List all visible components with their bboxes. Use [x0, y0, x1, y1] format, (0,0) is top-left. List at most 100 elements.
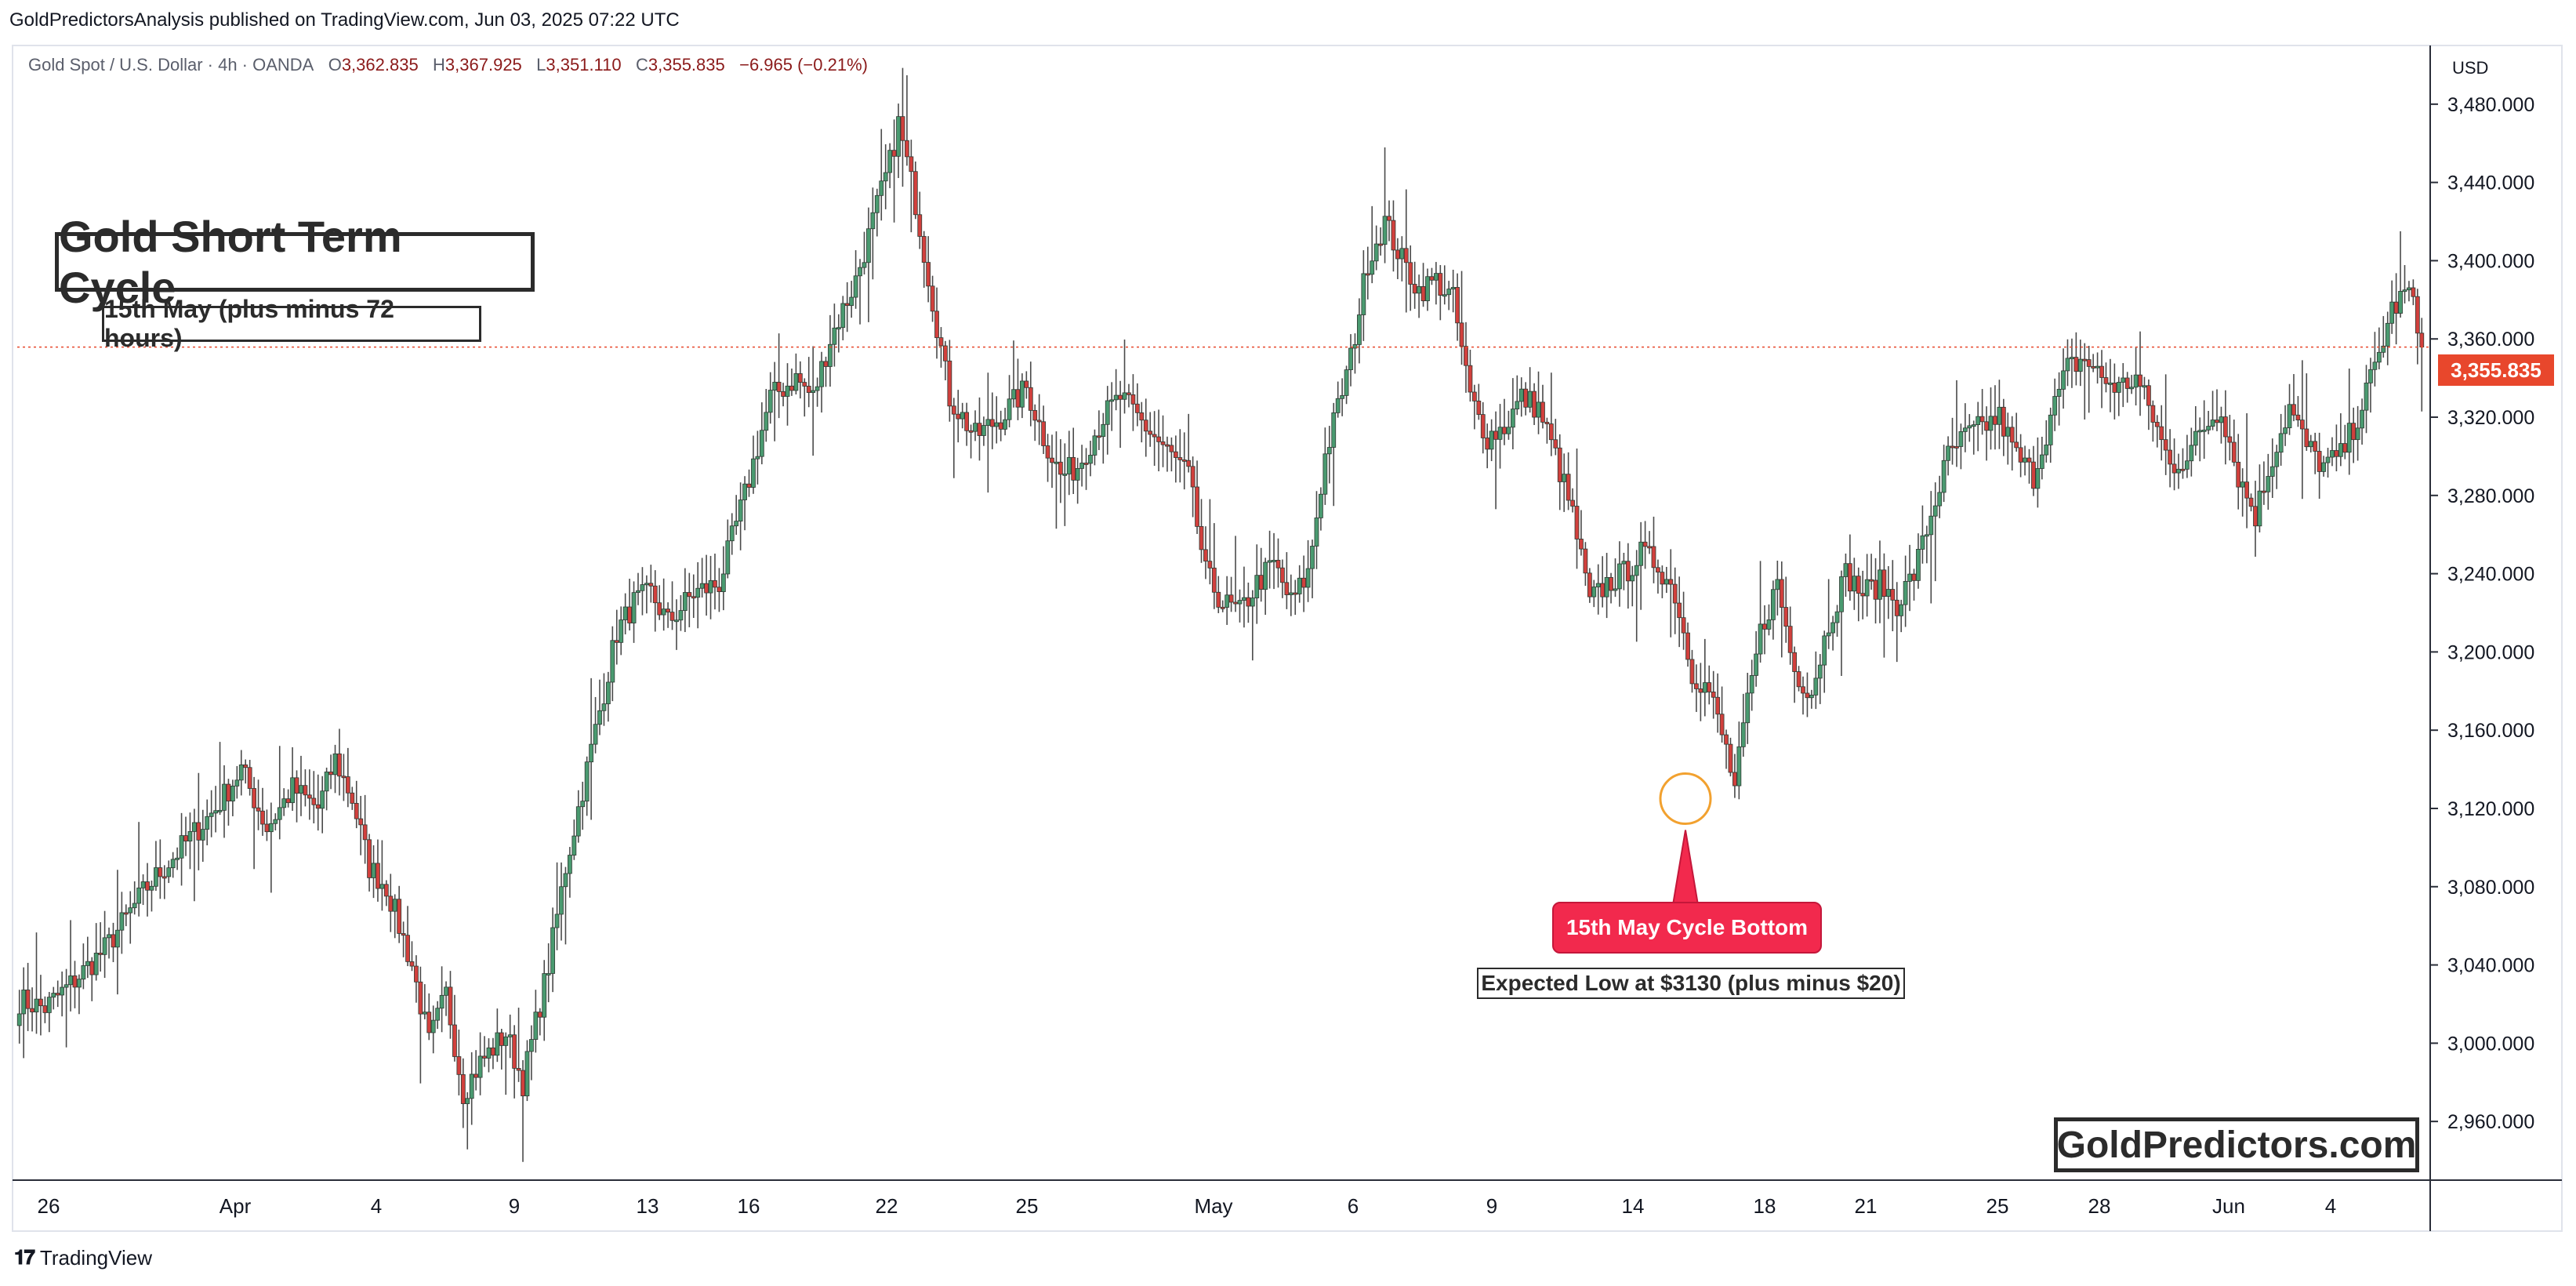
candle	[1109, 382, 1115, 431]
candle-body-up	[1450, 287, 1456, 289]
candle	[1548, 372, 1554, 456]
candle	[1319, 487, 1323, 531]
candle	[2269, 438, 2275, 499]
candle	[1847, 534, 1852, 601]
candle	[550, 907, 556, 993]
candle	[858, 259, 862, 325]
candle	[2005, 412, 2011, 465]
candle-body-down	[1480, 414, 1486, 438]
candle-body-up	[1331, 412, 1337, 448]
candle-body-up	[1054, 461, 1059, 464]
candle	[1272, 532, 1276, 590]
candle-body-up	[533, 1012, 539, 1040]
candle	[72, 961, 78, 1008]
candle	[486, 1038, 492, 1073]
candle	[1941, 445, 1947, 503]
candle	[1553, 419, 1558, 456]
candle-body-down	[1403, 248, 1409, 263]
candle-body-up	[1007, 398, 1012, 420]
candle	[1066, 430, 1072, 496]
candle-body-up	[1101, 423, 1106, 438]
candle-body-down	[2009, 427, 2015, 443]
candle-body-up	[222, 783, 227, 811]
candle	[2035, 437, 2041, 508]
candle-body-up	[2206, 426, 2211, 430]
candle	[2261, 461, 2266, 505]
candle-body-down	[1719, 714, 1725, 736]
candle	[1071, 427, 1076, 495]
candle-body-down	[1211, 567, 1217, 593]
candle	[315, 774, 321, 831]
candle	[559, 862, 564, 941]
candle-body-up	[2044, 444, 2049, 456]
candle	[260, 787, 265, 836]
candle	[1570, 488, 1575, 513]
candle-body-up	[785, 385, 790, 397]
candle	[678, 594, 684, 631]
candle	[1134, 383, 1140, 427]
expected-low-note: Expected Low at $3130 (plus minus $20)	[1477, 968, 1905, 999]
candle-body-down	[98, 953, 103, 955]
candle	[2231, 420, 2237, 467]
candle	[2402, 265, 2407, 304]
candle-body-down	[2086, 359, 2092, 367]
candle-body-down	[1579, 539, 1584, 550]
candle-body-up	[469, 1073, 474, 1099]
y-tick-label: 3,080.000	[2447, 877, 2534, 899]
x-tick-label: 18	[1754, 1194, 1776, 1218]
candle-body-up	[107, 934, 111, 939]
candle-body-down	[746, 483, 752, 488]
candle	[1387, 200, 1391, 242]
candle	[1464, 322, 1468, 393]
candle-body-up	[1352, 344, 1358, 349]
candle-body-up	[422, 1012, 427, 1015]
y-tick-label: 3,000.000	[2447, 1033, 2534, 1055]
candle	[1796, 666, 1801, 692]
candle-body-down	[303, 785, 308, 796]
candle-body-down	[456, 1056, 462, 1075]
candle	[1881, 553, 1887, 658]
candle	[299, 755, 303, 816]
candle-body-up	[2184, 460, 2190, 470]
candle-body-up	[1839, 576, 1844, 612]
candle	[456, 1030, 462, 1095]
candle	[473, 1050, 479, 1091]
candle	[1920, 505, 1925, 564]
candle	[870, 187, 876, 280]
candle	[320, 776, 325, 834]
candle-body-down	[2317, 451, 2322, 472]
candle	[1613, 558, 1618, 598]
candle-body-up	[2240, 481, 2245, 488]
candle-body-down	[926, 262, 931, 287]
candle	[2372, 332, 2378, 387]
candle-body-up	[811, 390, 816, 393]
candle-body-up	[1510, 409, 1515, 428]
candle-body-up	[1758, 623, 1763, 655]
candle-body-up	[2346, 423, 2352, 453]
candle	[1370, 205, 1375, 284]
candle-body-up	[166, 867, 172, 877]
candle	[2236, 434, 2241, 510]
candle	[209, 790, 214, 837]
candle-body-down	[947, 360, 952, 407]
candle-body-down	[1148, 430, 1153, 435]
candle	[917, 191, 923, 249]
candle-body-down	[307, 794, 312, 799]
candle-body-down	[226, 783, 231, 801]
footer[interactable]: 𝟏𝟕 TradingView	[14, 1245, 152, 1270]
candle-body-up	[140, 881, 146, 888]
candle	[1758, 561, 1763, 663]
candle	[720, 546, 726, 611]
candle-body-up	[1225, 594, 1230, 608]
candle	[1340, 378, 1345, 416]
candle-body-down	[1711, 692, 1716, 698]
candle-body-down	[917, 214, 923, 237]
candle	[2031, 445, 2036, 496]
candle	[832, 303, 837, 367]
candle-body-up	[1736, 746, 1742, 786]
candle-body-up	[896, 116, 901, 157]
candle	[704, 554, 709, 616]
candle-body-down	[2261, 490, 2266, 493]
candle-body-up	[1319, 493, 1323, 518]
